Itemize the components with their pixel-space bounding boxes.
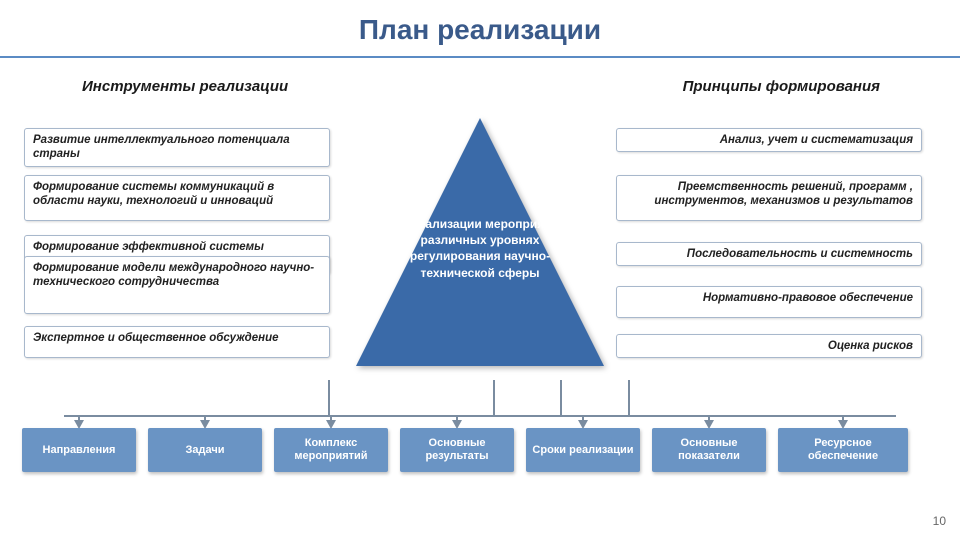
bottom-category-box: Ресурсное обеспечение (778, 428, 908, 472)
connector-stub (628, 380, 630, 415)
divider (0, 56, 960, 58)
principle-box: Нормативно-правовое обеспечение (616, 286, 922, 318)
right-section-header: Принципы формирования (683, 78, 880, 95)
instrument-box: Формирование модели международного научн… (24, 256, 330, 314)
page-title: План реализации (0, 0, 960, 56)
bottom-category-box: Направления (22, 428, 136, 472)
principle-box: Оценка рисков (616, 334, 922, 358)
bottom-category-box: Сроки реализации (526, 428, 640, 472)
connector-stub (493, 380, 495, 415)
instrument-box: Формирование системы коммуникаций в обла… (24, 175, 330, 221)
connector-stub (328, 380, 330, 415)
instrument-box: Развитие интеллектуального потенциала ст… (24, 128, 330, 167)
principle-box: Преемственность решений, программ , инст… (616, 175, 922, 221)
left-section-header: Инструменты реализации (82, 78, 288, 95)
bottom-category-box: Задачи (148, 428, 262, 472)
triangle-label: План реализации мероприятий на различных… (374, 216, 586, 281)
principle-box: Последовательность и системность (616, 242, 922, 266)
instrument-box: Экспертное и общественное обсуждение (24, 326, 330, 358)
bottom-category-box: Основные результаты (400, 428, 514, 472)
connector-stub (560, 380, 562, 415)
bottom-category-box: Комплекс мероприятий (274, 428, 388, 472)
principle-box: Анализ, учет и систематизация (616, 128, 922, 152)
bottom-category-box: Основные показатели (652, 428, 766, 472)
center-triangle: План реализации мероприятий на различных… (356, 118, 604, 366)
connector-horizontal (64, 415, 896, 417)
page-number: 10 (933, 514, 946, 528)
